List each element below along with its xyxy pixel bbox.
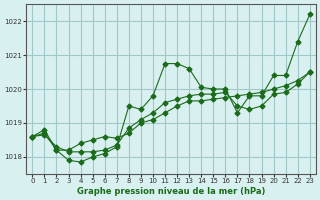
X-axis label: Graphe pression niveau de la mer (hPa): Graphe pression niveau de la mer (hPa)	[77, 187, 265, 196]
